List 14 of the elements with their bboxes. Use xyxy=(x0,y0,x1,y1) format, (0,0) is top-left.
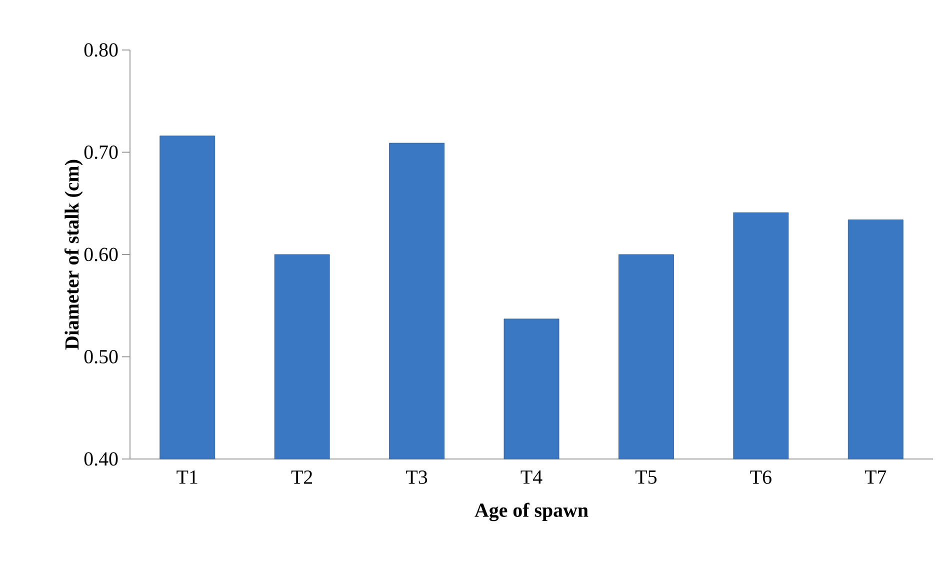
y-tick-label: 0.80 xyxy=(84,43,118,57)
x-tick-label: T4 xyxy=(520,470,542,484)
y-tick-label: 0.70 xyxy=(84,145,118,160)
x-tick-label: T2 xyxy=(291,470,312,484)
y-axis-title: Diameter of stalk (cm) xyxy=(64,160,83,350)
y-tick-label: 0.50 xyxy=(84,350,118,364)
x-tick-label: T5 xyxy=(636,470,657,484)
x-axis-title: Age of spawn xyxy=(474,502,588,522)
x-tick-label: T6 xyxy=(750,470,772,484)
x-tick-label: T7 xyxy=(864,470,886,484)
x-tick-label: T3 xyxy=(406,470,428,484)
y-tick-label: 0.60 xyxy=(84,248,118,262)
y-tick-label: 0.40 xyxy=(84,452,118,466)
x-tick-label: T1 xyxy=(176,470,198,484)
